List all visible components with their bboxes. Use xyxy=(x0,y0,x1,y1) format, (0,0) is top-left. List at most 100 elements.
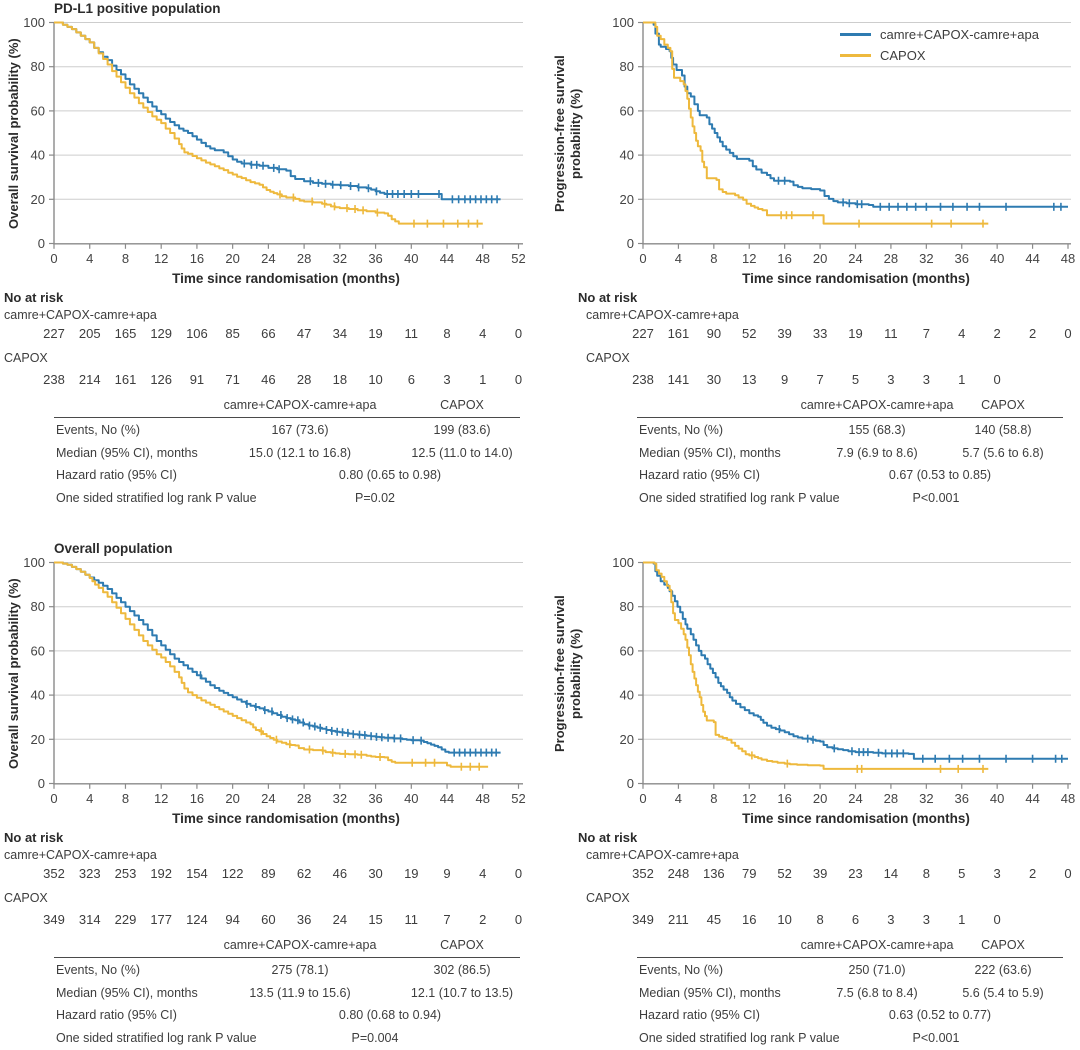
stats-value: 13.5 (11.9 to 15.6) xyxy=(249,985,351,1000)
risk-count: 34 xyxy=(333,326,347,341)
x-tick-label: 44 xyxy=(440,791,454,806)
risk-count: 0 xyxy=(515,326,522,341)
km-curve-control xyxy=(54,21,483,225)
stats-row: One sided stratified log rank P value P=0… xyxy=(54,486,520,509)
stats-header-row: camre+CAPOX-camre+apa CAPOX xyxy=(637,938,1063,958)
x-tick-label: 52 xyxy=(511,791,525,806)
stats-value: 12.1 (10.7 to 13.5) xyxy=(410,985,514,1000)
risk-count: 46 xyxy=(261,372,275,387)
x-tick-label: 24 xyxy=(261,791,275,806)
panel-os-pdl1: 0 20 40 60 80 100 0 4 8 12 16 20 24 28 32 36 40 44 48 52 227… xyxy=(0,0,540,530)
stats-row-label: One sided stratified log rank P value xyxy=(639,1030,840,1045)
x-tick-label: 36 xyxy=(955,251,969,266)
x-tick-label: 4 xyxy=(675,791,682,806)
risk-count: 122 xyxy=(222,866,244,881)
x-tick-label: 24 xyxy=(848,791,862,806)
risk-count: 349 xyxy=(43,912,65,927)
risk-count: 2 xyxy=(479,912,486,927)
stats-value: P=0.02 xyxy=(355,490,395,505)
no-at-risk-label: No at risk xyxy=(578,290,638,305)
risk-count: 60 xyxy=(261,912,275,927)
stats-header-row: camre+CAPOX-camre+apa CAPOX xyxy=(54,938,520,958)
risk-count: 154 xyxy=(186,866,208,881)
no-at-risk-label: No at risk xyxy=(578,830,638,845)
risk-count: 6 xyxy=(408,372,415,387)
risk-count: 352 xyxy=(632,866,654,881)
stats-header-row: camre+CAPOX-camre+apa CAPOX xyxy=(637,398,1063,418)
risk-count: 106 xyxy=(186,326,208,341)
stats-row-label: Hazard ratio (95% CI) xyxy=(56,468,177,482)
km-curve-control xyxy=(54,561,489,768)
y-tick-label: 20 xyxy=(620,192,634,207)
risk-count: 4 xyxy=(479,326,486,341)
legend-label: CAPOX xyxy=(880,48,926,63)
risk-count: 7 xyxy=(443,912,450,927)
legend-item-treatment: camre+CAPOX-camre+apa xyxy=(840,24,1039,45)
stats-value: 0.80 (0.65 to 0.98) xyxy=(338,468,442,482)
risk-count: 253 xyxy=(115,866,137,881)
risk-count: 46 xyxy=(333,866,347,881)
x-tick-label: 32 xyxy=(919,791,933,806)
stats-value: 0.80 (0.68 to 0.94) xyxy=(338,1008,442,1022)
risk-count: 66 xyxy=(261,326,275,341)
stats-value: 15.0 (12.1 to 16.8) xyxy=(248,445,352,460)
x-tick-label: 4 xyxy=(675,251,682,266)
x-tick-label: 44 xyxy=(440,251,454,266)
risk-count: 39 xyxy=(777,326,791,341)
x-tick-label: 44 xyxy=(1025,251,1039,266)
stats-row: Median (95% CI), months 15.0 (12.1 to 16.… xyxy=(54,441,520,464)
stats-col-header: camre+CAPOX-camre+apa xyxy=(223,938,377,952)
risk-count: 33 xyxy=(813,326,827,341)
risk-group-2-label: CAPOX xyxy=(4,351,48,365)
km-curve-control xyxy=(643,21,989,225)
risk-count: 0 xyxy=(515,912,522,927)
risk-count: 13 xyxy=(742,372,756,387)
x-tick-label: 20 xyxy=(813,791,827,806)
x-tick-label: 0 xyxy=(639,791,646,806)
risk-count: 11 xyxy=(405,912,419,927)
risk-count: 3 xyxy=(994,866,1001,881)
risk-count: 5 xyxy=(958,866,965,881)
stats-value: 302 (86.5) xyxy=(433,963,491,977)
stats-row-label: Events, No (%) xyxy=(56,963,141,977)
y-tick-label: 80 xyxy=(620,599,634,614)
risk-count: 161 xyxy=(115,372,137,387)
y-axis-label: Overall survival probability (%) xyxy=(6,38,21,229)
risk-count: 10 xyxy=(368,372,382,387)
risk-count: 4 xyxy=(479,866,486,881)
stats-row: Events, No (%) 155 (68.3) 140 (58.8) xyxy=(637,418,1063,441)
risk-count: 52 xyxy=(777,866,791,881)
panel-pfs-pdl1: 0 20 40 60 80 100 0 4 8 12 16 20 24 28 32 36 40 44 48 227 16… xyxy=(540,0,1080,530)
stats-value: 222 (63.6) xyxy=(974,963,1032,977)
x-tick-label: 28 xyxy=(297,791,311,806)
risk-count: 85 xyxy=(225,326,239,341)
x-tick-label: 40 xyxy=(990,791,1004,806)
stats-row: Events, No (%) 167 (73.6) 199 (83.6) xyxy=(54,418,520,441)
x-tick-label: 16 xyxy=(190,251,204,266)
x-tick-label: 36 xyxy=(955,791,969,806)
risk-count: 161 xyxy=(668,326,690,341)
x-tick-label: 24 xyxy=(261,251,275,266)
risk-count: 0 xyxy=(515,866,522,881)
stats-row: Events, No (%) 275 (78.1) 302 (86.5) xyxy=(54,958,520,981)
y-tick-label: 20 xyxy=(31,192,45,207)
x-tick-label: 28 xyxy=(297,251,311,266)
stats-value: 140 (58.8) xyxy=(974,423,1032,437)
stats-row-label: One sided stratified log rank P value xyxy=(56,1030,257,1045)
panel-title: Overall population xyxy=(54,541,173,556)
risk-count: 8 xyxy=(816,912,823,927)
stats-col-header: camre+CAPOX-camre+apa xyxy=(223,398,377,412)
risk-count: 71 xyxy=(225,372,239,387)
x-tick-label: 0 xyxy=(50,251,57,266)
risk-count: 2 xyxy=(994,326,1001,341)
stats-value: 155 (68.3) xyxy=(848,423,906,437)
stats-col-header: CAPOX xyxy=(440,398,484,412)
risk-group-1-label: camre+CAPOX-camre+apa xyxy=(4,848,157,862)
risk-group-2-label: CAPOX xyxy=(4,891,48,905)
stats-col-header: camre+CAPOX-camre+apa xyxy=(800,938,954,952)
risk-count: 19 xyxy=(404,866,418,881)
risk-count: 349 xyxy=(632,912,654,927)
